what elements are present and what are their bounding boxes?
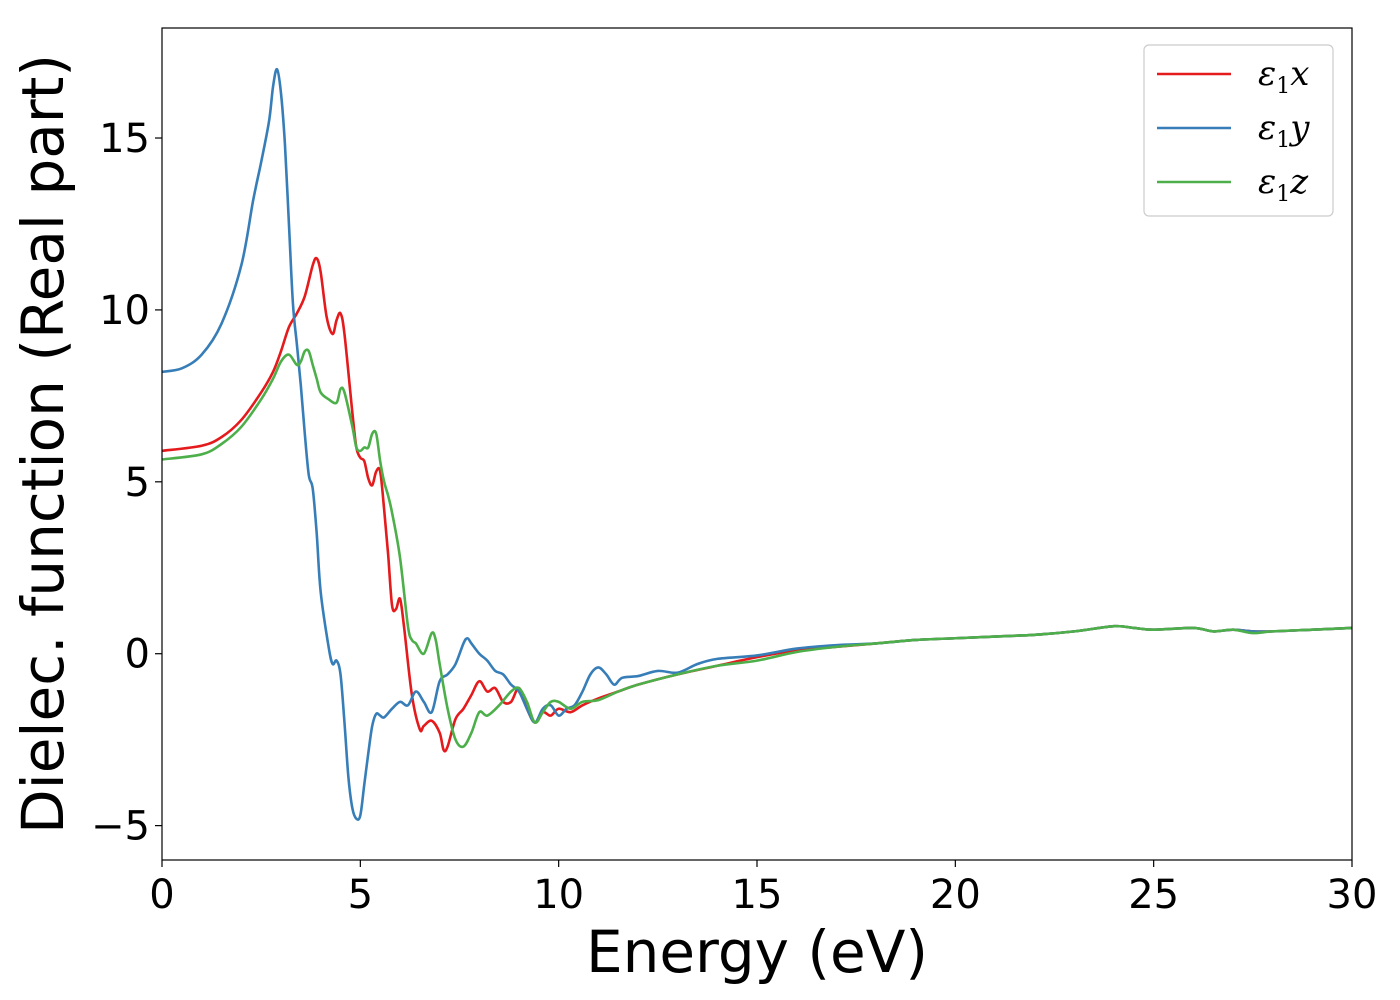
legend-label-base: ε xyxy=(1258,108,1276,148)
legend-label-tail: x xyxy=(1290,54,1309,94)
x-axis-label: Energy (eV) xyxy=(586,918,928,986)
legend-label-y: ε1y xyxy=(1258,108,1310,153)
legend-label-base: ε xyxy=(1258,54,1276,94)
x-axis: 0 5 10 15 20 25 30 xyxy=(149,860,1377,918)
legend-label-tail: z xyxy=(1289,162,1309,202)
y-tick-label: 15 xyxy=(99,116,150,162)
x-tick-label: 10 xyxy=(533,872,584,918)
y-tick-label: 0 xyxy=(125,632,150,678)
x-tick-label: 30 xyxy=(1327,872,1378,918)
legend-label-sub: 1 xyxy=(1276,182,1290,207)
x-tick-label: 0 xyxy=(149,872,174,918)
series-line-z xyxy=(162,348,1352,749)
legend-label-x: ε1x xyxy=(1258,54,1309,99)
x-tick-label: 5 xyxy=(348,872,373,918)
x-tick-label: 25 xyxy=(1128,872,1179,918)
legend-label-base: ε xyxy=(1258,162,1276,202)
y-tick-label: 5 xyxy=(125,460,150,506)
y-axis: −5 0 5 10 15 xyxy=(91,116,162,850)
legend-label-tail: y xyxy=(1288,108,1310,148)
legend-label-sub: 1 xyxy=(1276,74,1290,99)
x-tick-label: 20 xyxy=(930,872,981,918)
series-layer xyxy=(162,67,1352,821)
legend-label-sub: 1 xyxy=(1276,128,1290,153)
legend-label-z: ε1z xyxy=(1258,162,1309,207)
y-tick-label: 10 xyxy=(99,288,150,334)
legend-frame xyxy=(1143,44,1334,217)
x-tick-label: 15 xyxy=(732,872,783,918)
y-tick-label: −5 xyxy=(91,804,150,850)
y-axis-label: Dielec. function (Real part) xyxy=(9,54,77,834)
